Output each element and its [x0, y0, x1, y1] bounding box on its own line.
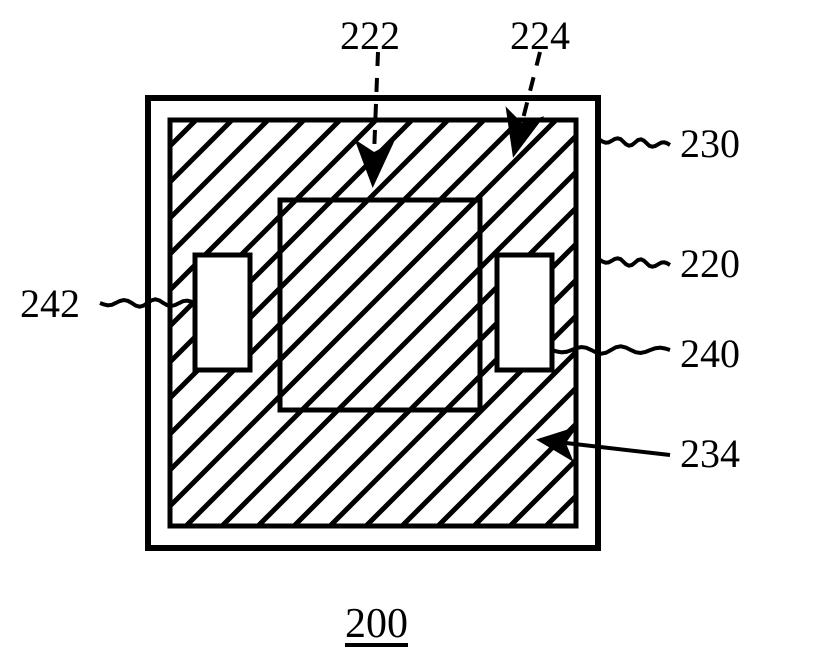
label-240: 240 [680, 330, 740, 377]
figure-number: 200 [345, 600, 408, 648]
label-230: 230 [680, 120, 740, 167]
label-234: 234 [680, 430, 740, 477]
diagram-stage: { "figure": { "number": "200", "labels":… [0, 0, 837, 664]
label-222: 222 [340, 12, 400, 59]
label-220: 220 [680, 240, 740, 287]
label-242: 242 [20, 280, 80, 327]
label-224: 224 [510, 12, 570, 59]
right-slot [497, 255, 552, 370]
left-slot [195, 255, 250, 370]
hatched-inner-border [280, 200, 480, 410]
